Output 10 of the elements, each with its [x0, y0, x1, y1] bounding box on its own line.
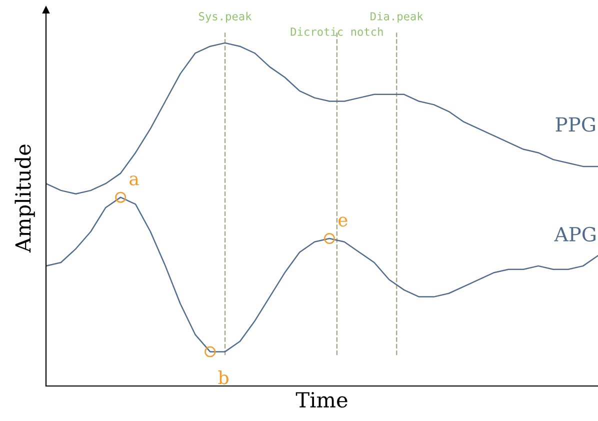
annotation: b — [218, 370, 228, 384]
text: Dia.peak — [370, 12, 424, 23]
text: Sys.peak — [199, 12, 252, 23]
x-axis-title: Time — [296, 392, 348, 408]
text: Dicrotic notch — [290, 27, 383, 36]
series-label: PPG — [556, 117, 595, 132]
series-label: APG — [554, 226, 596, 242]
annotation: a — [130, 176, 139, 186]
y-axis-title: Amplitude — [14, 144, 35, 253]
annotation: e — [338, 216, 348, 227]
